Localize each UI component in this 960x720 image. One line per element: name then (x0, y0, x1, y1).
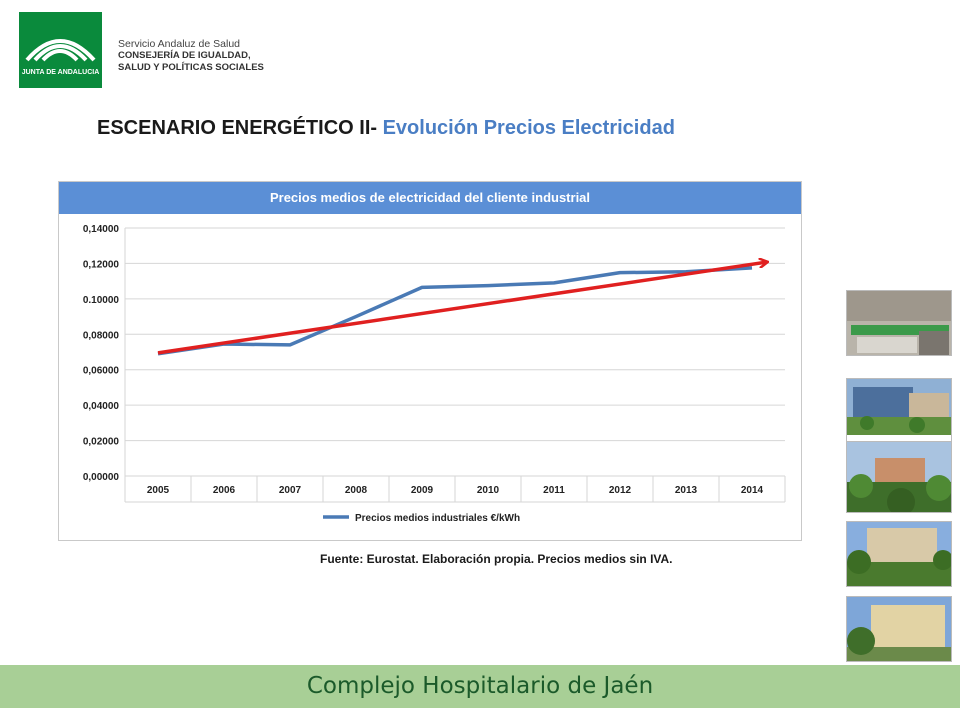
logo-caption: JUNTA DE ANDALUCIA (22, 69, 100, 76)
building-photo-5-image (847, 597, 951, 661)
chart-title: Precios medios de electricidad del clien… (269, 190, 591, 205)
source-note: Fuente: Eurostat. Elaboración propia. Pr… (320, 552, 673, 566)
building-photo-1 (846, 290, 952, 356)
building-photo-1-image (847, 291, 951, 355)
logo-arches-icon: JUNTA DE ANDALUCIA (22, 39, 100, 76)
footer-text: Complejo Hospitalario de Jaén (306, 673, 654, 699)
building-photo-3 (846, 441, 952, 513)
y-tick-label: 0,14000 (83, 224, 120, 235)
x-tick-label: 2014 (741, 485, 764, 496)
trend-arrow (157, 262, 766, 355)
building-photo-2 (846, 378, 952, 444)
series-line (157, 266, 753, 356)
building-photo-4 (846, 521, 952, 587)
org-line-3: SALUD Y POLÍTICAS SOCIALES (118, 62, 264, 73)
x-tick-label: 2008 (345, 485, 368, 496)
building-photo-5 (846, 596, 952, 662)
chart-title-bar: Precios medios de electricidad del clien… (59, 182, 801, 214)
y-tick-label: 0,04000 (83, 401, 120, 412)
org-line-2: CONSEJERÍA DE IGUALDAD, (118, 50, 251, 61)
y-tick-label: 0,06000 (83, 366, 120, 377)
footer-bar: Complejo Hospitalario de Jaén (0, 665, 960, 708)
y-tick-label: 0,02000 (83, 437, 120, 448)
building-photo-4-image (847, 522, 951, 586)
x-tick-label: 2013 (675, 485, 698, 496)
y-tick-label: 0.10000 (83, 295, 120, 306)
x-tick-label: 2009 (411, 485, 434, 496)
chart-container: Precios medios de electricidad del clien… (58, 181, 802, 541)
title-main: ESCENARIO ENERGÉTICO II- (97, 117, 378, 139)
organization-name: Servicio Andaluz de Salud CONSEJERÍA DE … (118, 38, 264, 74)
junta-andalucia-logo: JUNTA DE ANDALUCIA (19, 12, 102, 88)
title-accent: Evolución Precios Electricidad (377, 117, 675, 139)
page-title: ESCENARIO ENERGÉTICO II- Evolución Preci… (97, 117, 675, 140)
x-tick-label: 2011 (543, 485, 565, 496)
legend-label: Precios medios industriales €/kWh (355, 513, 520, 524)
y-tick-label: 0,12000 (83, 259, 120, 270)
line-chart: 0,00000 0,02000 0,04000 0,06000 0,08000 0.100… (83, 224, 786, 524)
x-tick-label: 2006 (213, 485, 236, 496)
x-tick-label: 2012 (609, 485, 632, 496)
x-tick-label: 2007 (279, 485, 302, 496)
x-tick-label: 2010 (477, 485, 500, 496)
y-tick-label: 0,08000 (83, 330, 120, 341)
building-photo-3-image (847, 442, 951, 512)
org-line-1: Servicio Andaluz de Salud (118, 38, 240, 50)
x-tick-label: 2005 (147, 485, 170, 496)
building-photo-2-image (847, 379, 951, 435)
y-tick-label: 0,00000 (83, 472, 120, 483)
